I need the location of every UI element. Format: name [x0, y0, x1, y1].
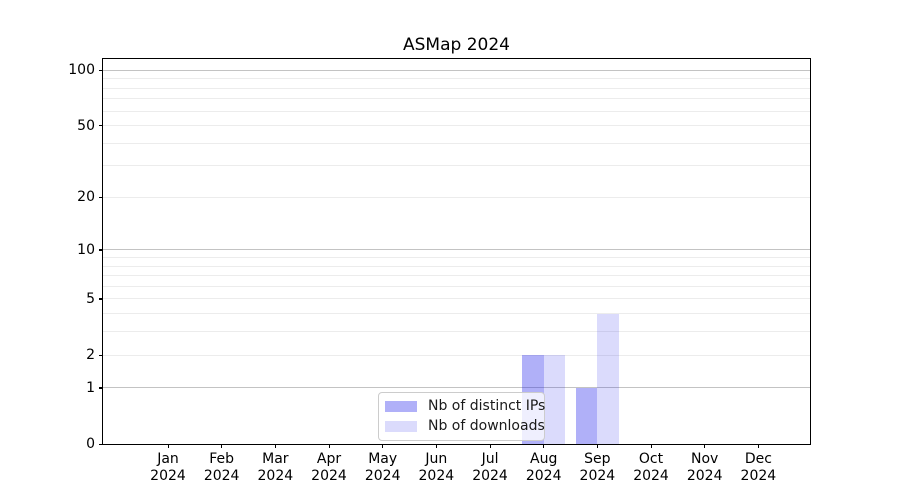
- legend-label-downloads: Nb of downloads: [428, 418, 545, 434]
- x-tick-apr: [328, 444, 330, 449]
- x-tick-year: 2024: [525, 467, 562, 484]
- legend-entry-distinct-ips: Nb of distinct IPs: [385, 398, 545, 414]
- x-tick-jul: [489, 444, 491, 449]
- bar-nb-of-downloads-sep: [597, 313, 619, 444]
- x-tick-year: 2024: [311, 467, 347, 484]
- y-tick-50: [98, 125, 103, 127]
- x-tick-month: Jul: [481, 451, 499, 467]
- gridline-minor-9: [103, 257, 810, 258]
- x-tick-year: 2024: [740, 467, 777, 484]
- x-tick-month: Sep: [584, 451, 611, 467]
- y-tick-label-50: 50: [77, 117, 95, 134]
- gridline-minor-3: [103, 331, 810, 333]
- x-tick-nov: [704, 444, 706, 449]
- legend-swatch-downloads: [385, 420, 417, 432]
- x-tick-jun: [435, 444, 438, 449]
- gridline-minor-2: [103, 354, 810, 356]
- y-tick-label-1: 1: [86, 379, 95, 396]
- y-tick-label-0: 0: [86, 436, 95, 452]
- gridline-minor-7: [103, 275, 810, 277]
- x-tick-label-aug: Aug 2024: [512, 451, 576, 484]
- x-tick-label-dec: Dec 2024: [726, 451, 790, 484]
- plot-area: [102, 58, 811, 445]
- y-tick-0: [98, 443, 103, 445]
- legend: Nb of distinct IPs Nb of downloads: [378, 392, 545, 441]
- x-tick-month: Feb: [209, 451, 235, 467]
- gridline-minor-70: [103, 98, 810, 100]
- y-tick-label-100: 100: [68, 62, 95, 79]
- y-tick-20: [98, 196, 103, 199]
- gridline-minor-90: [103, 78, 810, 80]
- x-tick-label-apr: Apr 2024: [297, 451, 361, 484]
- legend-swatch-distinct-ips: [385, 400, 417, 412]
- x-tick-aug: [543, 444, 545, 449]
- gridline-major-100: [103, 69, 810, 71]
- y-tick-label-20: 20: [77, 189, 95, 206]
- x-tick-month: Apr: [316, 451, 342, 467]
- x-tick-month: Oct: [638, 451, 664, 467]
- gridline-minor-80: [103, 87, 810, 89]
- y-tick-label-10: 10: [77, 241, 95, 258]
- y-tick-100: [98, 69, 103, 71]
- x-tick-label-nov: Nov 2024: [673, 451, 737, 484]
- x-tick-month: Jun: [425, 451, 448, 467]
- chart-title: ASMap 2024: [403, 35, 510, 55]
- x-tick-label-mar: Mar 2024: [243, 451, 307, 484]
- gridline-minor-8: [103, 265, 810, 267]
- x-tick-label-sep: Sep 2024: [565, 451, 629, 484]
- x-tick-year: 2024: [633, 467, 669, 484]
- y-tick-1: [98, 387, 103, 389]
- x-tick-year: 2024: [364, 467, 401, 484]
- gridline-minor-60: [103, 110, 810, 112]
- x-tick-month: Mar: [262, 451, 289, 467]
- bar-nb-of-downloads-aug: [543, 355, 566, 444]
- x-tick-year: 2024: [150, 467, 186, 484]
- x-tick-label-feb: Feb 2024: [190, 451, 254, 484]
- x-tick-label-jan: Jan 2024: [136, 451, 200, 484]
- x-tick-sep: [596, 444, 599, 449]
- x-tick-label-jul: Jul 2024: [458, 451, 522, 484]
- plot-inner: [103, 59, 810, 444]
- x-tick-year: 2024: [257, 467, 294, 484]
- gridline-major-1: [103, 387, 810, 389]
- y-tick-10: [98, 249, 103, 251]
- gridline-minor-20: [103, 196, 810, 198]
- x-tick-month: May: [368, 451, 398, 467]
- y-tick-2: [98, 354, 103, 356]
- y-tick-5: [98, 298, 103, 300]
- x-tick-feb: [221, 444, 223, 449]
- x-tick-jan: [167, 444, 169, 449]
- x-tick-year: 2024: [418, 467, 455, 484]
- x-tick-dec: [757, 444, 760, 449]
- x-tick-month: Dec: [744, 451, 772, 467]
- x-tick-year: 2024: [472, 467, 508, 484]
- gridline-minor-4: [103, 313, 810, 315]
- gridline-minor-50: [103, 125, 810, 127]
- gridline-minor-5: [103, 298, 810, 300]
- gridline-minor-30: [103, 165, 810, 167]
- x-tick-month: Aug: [530, 451, 558, 467]
- x-tick-year: 2024: [686, 467, 723, 484]
- x-tick-oct: [650, 444, 652, 449]
- x-tick-year: 2024: [203, 467, 240, 484]
- legend-entry-downloads: Nb of downloads: [385, 418, 545, 434]
- x-tick-year: 2024: [579, 467, 616, 484]
- y-tick-label-2: 2: [86, 347, 95, 364]
- gridline-minor-6: [103, 285, 810, 287]
- x-tick-mar: [274, 444, 277, 449]
- x-tick-label-oct: Oct 2024: [619, 451, 683, 484]
- x-tick-label-jun: Jun 2024: [404, 451, 468, 484]
- x-tick-month: Nov: [691, 451, 719, 467]
- x-tick-month: Jan: [157, 451, 179, 467]
- x-tick-may: [382, 444, 384, 449]
- x-tick-label-may: May 2024: [351, 451, 415, 484]
- bar-nb-of-distinct-ips-sep: [575, 387, 598, 444]
- gridline-major-10: [103, 249, 810, 251]
- y-tick-label-5: 5: [86, 290, 95, 307]
- legend-label-distinct-ips: Nb of distinct IPs: [428, 398, 546, 414]
- gridline-minor-40: [103, 142, 810, 144]
